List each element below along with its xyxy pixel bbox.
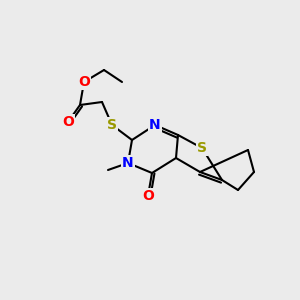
Text: O: O	[78, 75, 90, 89]
Text: O: O	[142, 189, 154, 203]
Text: N: N	[149, 118, 161, 132]
Text: O: O	[62, 115, 74, 129]
Text: N: N	[122, 156, 134, 170]
Text: S: S	[107, 118, 117, 132]
Text: S: S	[197, 141, 207, 155]
